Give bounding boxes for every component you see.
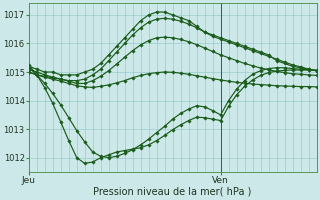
- X-axis label: Pression niveau de la mer( hPa ): Pression niveau de la mer( hPa ): [93, 187, 252, 197]
